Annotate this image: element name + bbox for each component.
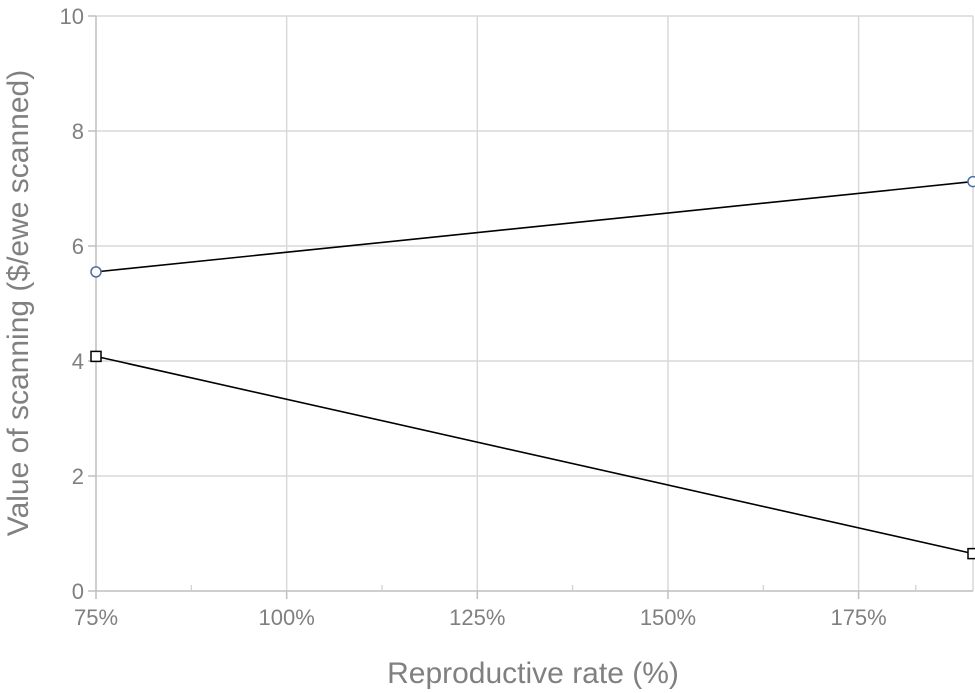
x-tick-label: 150% xyxy=(640,605,696,630)
x-tick-label: 175% xyxy=(830,605,886,630)
series-2 xyxy=(90,350,975,560)
y-tick-label: 8 xyxy=(72,119,84,144)
grid xyxy=(96,15,974,591)
series-line xyxy=(95,180,974,273)
data-point xyxy=(967,547,975,560)
x-tick-label: 100% xyxy=(259,605,315,630)
data-point xyxy=(90,350,102,363)
series-1 xyxy=(90,175,975,278)
data-point xyxy=(90,266,102,278)
x-tick-label: 125% xyxy=(449,605,505,630)
series xyxy=(90,175,975,560)
x-tick-label: 75% xyxy=(74,605,118,630)
y-tick-label: 6 xyxy=(72,234,84,259)
y-tick-label: 4 xyxy=(72,349,84,374)
y-tick-label: 0 xyxy=(72,579,84,604)
axes xyxy=(88,15,973,599)
y-axis-title: Value of scanning ($/ewe scanned) xyxy=(2,70,35,536)
data-point xyxy=(967,175,975,188)
x-axis-title: Reproductive rate (%) xyxy=(387,657,679,690)
series-line xyxy=(95,355,974,555)
y-tick-label: 2 xyxy=(72,464,84,489)
y-tick-label: 10 xyxy=(60,4,84,29)
tick-labels: 0 2 4 6 8 10 75% 100% 125% 150% 175% xyxy=(60,4,887,630)
